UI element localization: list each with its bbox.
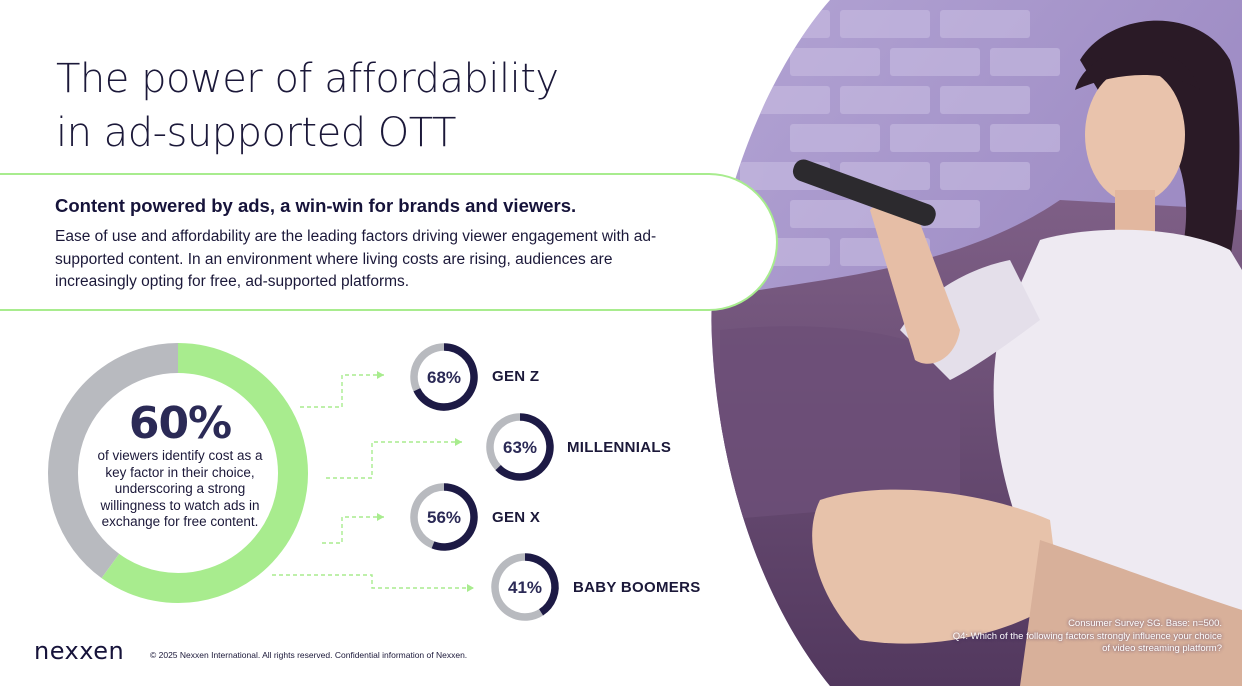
copyright-text: © 2025 Nexxen International. All rights … (150, 650, 468, 660)
nexxen-logo: nexxen (34, 637, 125, 665)
connector-line (322, 516, 384, 544)
connector-line (300, 374, 384, 408)
gen-label-baby-boomers: BABY BOOMERS (573, 579, 701, 596)
gen-donut-percent-label: 41% (508, 578, 542, 597)
gen-donut-value-arc (495, 413, 554, 481)
generation-donuts: 68% 63% 56% 41% (410, 343, 559, 621)
connector-arrowhead (377, 513, 384, 521)
connector-arrowhead (377, 371, 384, 379)
main-description: of viewers identify cost as a key factor… (97, 448, 263, 529)
source-line-3: of video streaming platform? (1102, 643, 1222, 654)
connector-line (326, 441, 462, 479)
gen-donut-remainder (486, 413, 521, 471)
main-donut (48, 343, 308, 603)
gen-donut-percent-label: 63% (503, 438, 537, 457)
gen-donut-remainder (410, 343, 445, 392)
gen-donut-2: 56% (410, 483, 478, 551)
gen-donut-remainder (491, 553, 544, 621)
main-donut-remainder (48, 343, 179, 579)
gen-donut-value-arc (524, 553, 559, 616)
source-line-1: Consumer Survey SG. Base: n=500. (1068, 618, 1222, 629)
page-title: The power of affordability in ad-support… (56, 52, 696, 160)
gen-label-gen-x: GEN X (492, 509, 541, 526)
gen-donut-value-arc (431, 483, 478, 551)
gen-donut-3: 41% (491, 553, 559, 621)
gen-label-gen-z: GEN Z (492, 368, 540, 385)
gen-donut-value-arc (413, 343, 478, 411)
main-donut-value-arc (101, 343, 308, 603)
connector-arrows (272, 371, 474, 592)
page-title-line-1: The power of affordability (56, 56, 559, 102)
gen-donut-0: 68% (410, 343, 478, 411)
source-note: Consumer Survey SG. Base: n=500. Q4: Whi… (862, 618, 1222, 656)
main-percentage: 60% (128, 398, 232, 449)
callout-body: Ease of use and affordability are the le… (55, 228, 657, 290)
gen-donut-percent-label: 56% (427, 508, 461, 527)
callout-box: Content powered by ads, a win-win for br… (0, 173, 778, 311)
connector-line (272, 574, 474, 589)
gen-label-millennials: MILLENNIALS (567, 439, 672, 456)
page-title-line-2: in ad-supported OTT (56, 110, 456, 156)
gen-donut-percent-label: 68% (427, 368, 461, 387)
connector-arrowhead (455, 438, 462, 446)
donut-charts: 68% 63% 56% 41% (48, 343, 559, 621)
source-line-2: Q4: Which of the following factors stron… (952, 630, 1222, 642)
gen-donut-1: 63% (486, 413, 554, 481)
connector-arrowhead (467, 584, 474, 592)
callout-heading: Content powered by ads, a win-win for br… (55, 195, 577, 216)
gen-donut-remainder (410, 483, 445, 549)
